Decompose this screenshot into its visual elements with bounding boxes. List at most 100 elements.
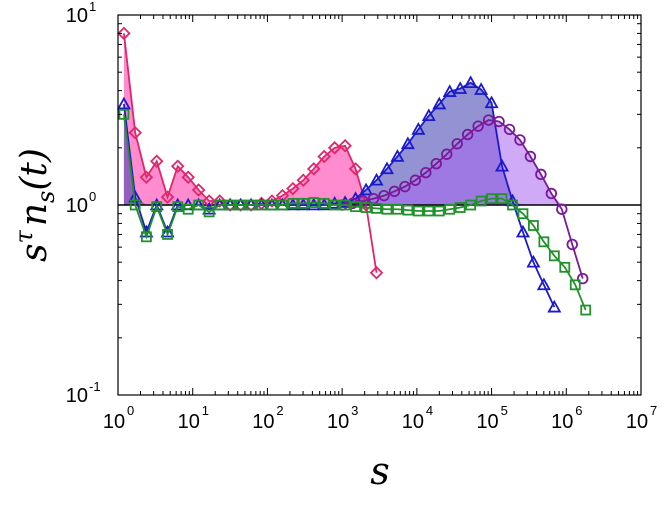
data-point [329, 199, 341, 211]
data-point [202, 201, 217, 215]
data-point [495, 158, 510, 172]
data-point [181, 170, 195, 185]
data-point [444, 203, 456, 215]
data-point [360, 202, 372, 213]
y-tick-exponent: 1 [89, 0, 96, 14]
data-point [472, 120, 484, 132]
data-point [287, 197, 299, 209]
shaded-area-series-1 [123, 33, 377, 205]
data-point [390, 149, 405, 162]
data-point [306, 162, 321, 176]
data-point [454, 202, 466, 213]
data-point [350, 201, 361, 213]
data-point [482, 114, 495, 126]
x-tick-exponent: 5 [501, 403, 508, 418]
data-point [545, 187, 558, 200]
x-tick-exponent: 3 [351, 403, 358, 418]
data-point [149, 154, 164, 168]
data-point [517, 208, 529, 220]
x-axis-label: s [370, 449, 390, 493]
data-point [306, 197, 321, 211]
data-point [535, 168, 547, 181]
data-point [569, 279, 581, 291]
y-tick-label: 10 [66, 5, 88, 27]
data-point [371, 202, 382, 214]
y-axis-label-text: sτns(t) [10, 148, 60, 262]
data-point [266, 199, 278, 211]
series-line [342, 119, 584, 279]
data-point [296, 197, 311, 211]
data-point [116, 96, 131, 110]
y-tick-exponent: -1 [89, 379, 101, 394]
x-tick-label: 10 [327, 411, 349, 433]
data-point [559, 261, 571, 273]
series-line [123, 114, 587, 311]
data-point [566, 238, 578, 251]
data-point [441, 148, 453, 160]
data-point [235, 199, 247, 211]
data-point [548, 250, 560, 262]
data-series [116, 26, 592, 316]
data-point [484, 95, 499, 109]
x-tick-exponent: 4 [426, 403, 433, 418]
data-point [538, 236, 550, 248]
series-1 [117, 26, 384, 280]
x-tick-label: 10 [476, 411, 498, 433]
y-axis-label: sτns(t) [10, 148, 60, 262]
data-point [245, 199, 257, 211]
data-point [191, 183, 206, 197]
data-point [170, 197, 185, 211]
data-point [486, 193, 497, 205]
x-tick-exponent: 6 [575, 403, 582, 418]
data-point [317, 149, 331, 164]
data-point [442, 84, 457, 97]
data-point [503, 123, 516, 136]
data-point [381, 203, 393, 215]
x-tick-label: 10 [103, 411, 125, 433]
x-tick-exponent: 7 [650, 403, 657, 418]
data-point [128, 125, 142, 140]
data-point [474, 82, 489, 95]
data-point [369, 172, 384, 186]
data-point [339, 199, 351, 211]
data-point [496, 193, 508, 205]
data-point [265, 194, 279, 208]
data-point [465, 199, 477, 211]
data-point [493, 115, 505, 128]
data-point [346, 197, 359, 210]
data-point [412, 205, 424, 217]
data-point [379, 161, 395, 175]
data-point [338, 138, 352, 153]
data-point [296, 173, 311, 188]
data-point [170, 159, 185, 173]
data-point [202, 194, 216, 208]
data-point [129, 199, 141, 211]
data-point [392, 203, 403, 215]
data-point [182, 203, 194, 215]
series-4 [118, 108, 592, 316]
series-3 [336, 114, 589, 285]
data-point [420, 166, 432, 179]
data-point [430, 157, 442, 170]
data-point [432, 96, 447, 110]
data-point [308, 197, 320, 208]
data-point [475, 195, 487, 207]
data-point [277, 199, 288, 211]
x-tick-label: 10 [626, 411, 648, 433]
shaded-area-series-3 [342, 120, 583, 205]
y-tick-exponent: 0 [89, 189, 96, 204]
data-point [162, 229, 173, 240]
data-point [433, 205, 445, 217]
data-point [402, 204, 414, 216]
x-tick-label: 10 [252, 411, 274, 433]
data-point [515, 224, 530, 238]
data-point [286, 181, 300, 196]
data-point [528, 220, 539, 231]
data-point [359, 182, 374, 196]
x-tick-exponent: 2 [276, 403, 283, 418]
data-point [139, 170, 154, 185]
data-point [514, 134, 526, 146]
data-point [463, 75, 478, 89]
data-point [256, 199, 267, 211]
